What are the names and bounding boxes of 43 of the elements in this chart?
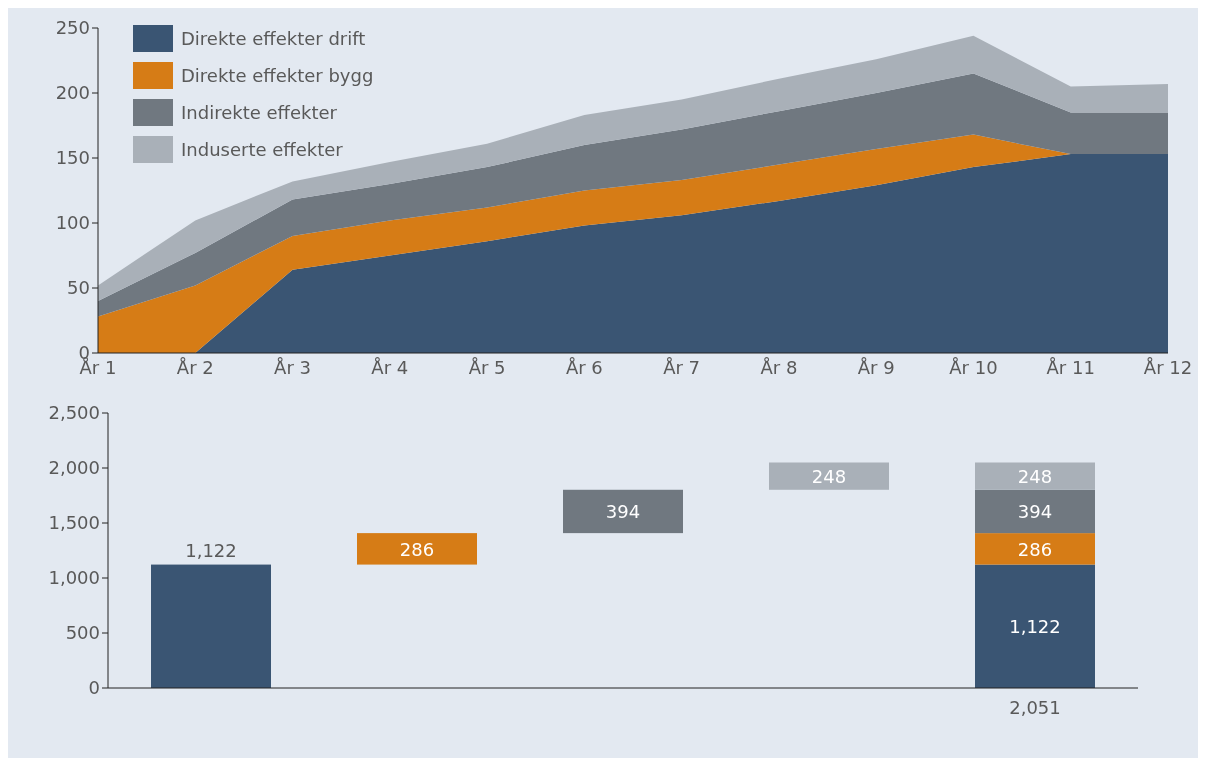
x-tick-label: År 9 bbox=[857, 356, 895, 378]
legend-label: Direkte effekter bygg bbox=[181, 65, 374, 86]
x-tick-label: År 3 bbox=[274, 356, 311, 378]
bar bbox=[975, 462, 1095, 490]
y-tick-label: 50 bbox=[67, 277, 90, 299]
data-label: 248 bbox=[1017, 466, 1053, 488]
data-label: 394 bbox=[1017, 501, 1053, 523]
y-tick-label: 1,500 bbox=[48, 512, 100, 534]
bar bbox=[151, 564, 271, 688]
data-label: 1,122 bbox=[185, 539, 237, 561]
legend-label: Induserte effekter bbox=[181, 139, 343, 160]
y-tick-label: 500 bbox=[65, 622, 100, 644]
y-tick-label: 2,000 bbox=[48, 457, 100, 479]
y-tick-label: 250 bbox=[55, 17, 90, 39]
y-tick-label: 1,000 bbox=[48, 567, 100, 589]
y-tick-label: 150 bbox=[55, 147, 90, 169]
bar bbox=[769, 462, 889, 490]
legend-label: Direkte effekter drift bbox=[181, 28, 366, 49]
data-label: 286 bbox=[1017, 538, 1053, 560]
bar bbox=[563, 489, 683, 534]
y-tick-label: 2,500 bbox=[48, 402, 100, 424]
y-tick-label: 100 bbox=[55, 212, 90, 234]
x-tick-label: År 8 bbox=[760, 356, 798, 378]
x-tick-label: År 2 bbox=[176, 356, 214, 378]
data-label: 248 bbox=[811, 466, 847, 488]
y-tick-label: 200 bbox=[55, 82, 90, 104]
data-label: 286 bbox=[399, 538, 435, 560]
legend-label: Indirekte effekter bbox=[181, 102, 338, 123]
data-label: 1,122 bbox=[1009, 616, 1061, 638]
x-tick-label: År 12 bbox=[1143, 356, 1193, 378]
x-tick-label: År 7 bbox=[663, 356, 701, 378]
data-label: 394 bbox=[605, 501, 641, 523]
x-tick-label: År 4 bbox=[371, 356, 409, 378]
total-label: 2,051 bbox=[1009, 697, 1061, 718]
bar bbox=[357, 533, 477, 565]
x-tick-label: År 6 bbox=[565, 356, 603, 378]
x-tick-label: År 5 bbox=[468, 356, 506, 378]
x-tick-label: År 10 bbox=[949, 356, 998, 378]
bar bbox=[975, 489, 1095, 534]
bar bbox=[975, 564, 1095, 688]
y-tick-label: 0 bbox=[88, 677, 100, 699]
bar bbox=[975, 533, 1095, 565]
x-tick-label: År 11 bbox=[1046, 356, 1095, 378]
